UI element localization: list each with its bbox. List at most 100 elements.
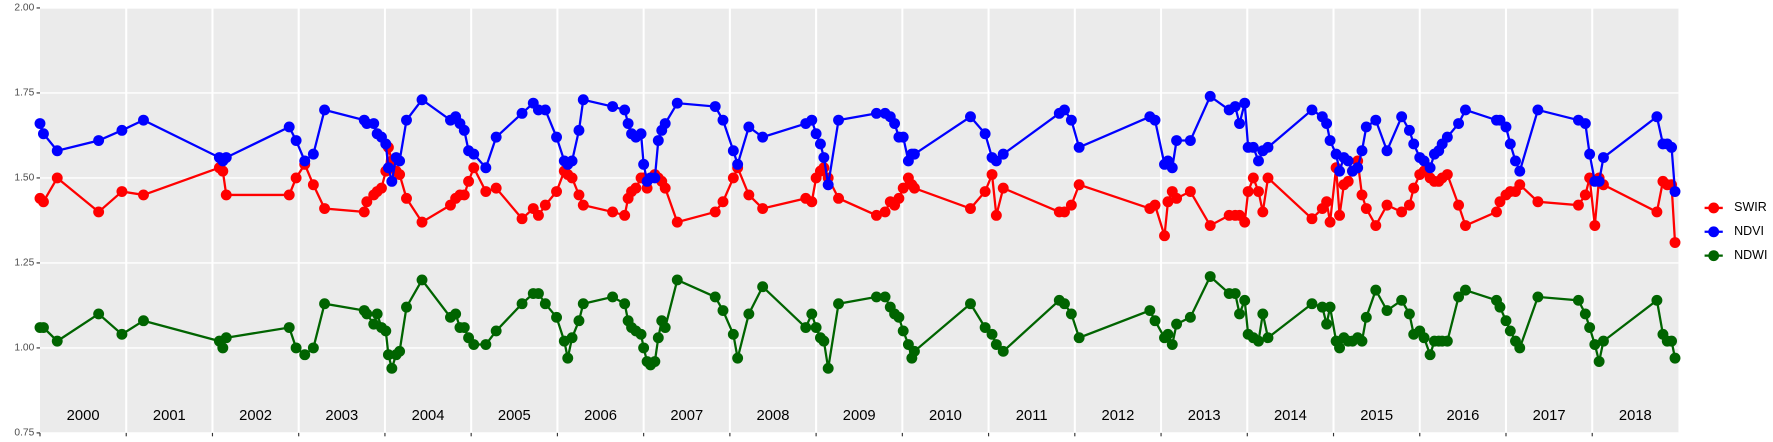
point	[319, 203, 331, 214]
point	[468, 148, 480, 160]
x-tick-label: 2018	[1619, 408, 1652, 424]
point	[649, 356, 661, 367]
point	[652, 332, 664, 344]
point	[358, 206, 370, 218]
point	[1651, 111, 1663, 123]
x-tick-label: 2006	[584, 408, 617, 424]
point	[1514, 179, 1526, 191]
point	[1321, 318, 1333, 330]
point	[630, 182, 642, 194]
point	[1334, 342, 1346, 354]
point	[217, 165, 229, 177]
x-tick-label: 2016	[1446, 408, 1479, 424]
point	[671, 97, 683, 109]
x-tick-label: 2000	[67, 408, 100, 424]
point	[416, 94, 428, 106]
point	[401, 192, 412, 204]
point	[800, 322, 812, 333]
point	[806, 308, 818, 320]
point	[1234, 118, 1245, 129]
point	[319, 104, 331, 116]
point	[1065, 114, 1077, 126]
point	[539, 104, 551, 116]
point	[1408, 182, 1420, 194]
point	[727, 172, 739, 184]
point	[818, 152, 830, 163]
point	[1306, 298, 1318, 310]
point	[577, 199, 589, 211]
point	[1510, 155, 1521, 167]
point	[908, 182, 920, 194]
point	[138, 114, 149, 126]
legend-key	[1708, 226, 1720, 238]
point	[1184, 135, 1196, 146]
point	[1453, 291, 1465, 303]
point	[382, 349, 394, 361]
point	[386, 175, 398, 187]
point	[368, 118, 380, 129]
point	[217, 342, 229, 354]
point	[1651, 294, 1663, 306]
point	[371, 308, 383, 320]
point	[290, 172, 302, 184]
point	[871, 107, 882, 119]
point	[516, 298, 528, 310]
point	[1059, 298, 1070, 310]
point	[897, 131, 909, 143]
point	[566, 172, 578, 184]
point	[1234, 308, 1245, 320]
point	[810, 128, 822, 140]
point	[965, 111, 976, 123]
point	[757, 203, 769, 214]
point	[1500, 315, 1512, 327]
legend-label: NDVI	[1734, 224, 1764, 238]
point	[1253, 335, 1264, 347]
x-tick-label: 2007	[670, 408, 703, 424]
point	[893, 311, 905, 323]
point	[93, 135, 105, 146]
point	[1403, 124, 1415, 136]
point	[717, 114, 729, 126]
x-tick-label: 2009	[843, 408, 876, 424]
point	[394, 155, 406, 167]
point	[416, 274, 428, 286]
point	[458, 322, 470, 333]
point	[997, 182, 1009, 194]
point	[577, 298, 589, 310]
point	[1424, 162, 1436, 174]
point	[116, 186, 128, 197]
point	[380, 325, 392, 337]
point	[743, 121, 755, 133]
point	[1370, 220, 1382, 231]
point	[1239, 216, 1251, 228]
point	[638, 158, 650, 170]
point	[1500, 121, 1512, 133]
point	[1356, 189, 1368, 201]
panel	[39, 7, 1679, 433]
point	[1171, 192, 1183, 204]
point	[450, 308, 462, 320]
point	[635, 328, 647, 340]
x-tick-label: 2003	[325, 408, 358, 424]
point	[1316, 301, 1328, 313]
point	[1460, 104, 1471, 116]
point	[979, 186, 991, 197]
point	[879, 206, 891, 218]
point	[116, 124, 128, 136]
point	[34, 118, 46, 129]
point	[1159, 230, 1170, 242]
point	[986, 328, 998, 340]
point	[394, 169, 406, 180]
point	[990, 155, 1002, 167]
point	[635, 128, 647, 140]
point	[468, 162, 480, 174]
point	[965, 203, 976, 214]
point	[1204, 271, 1216, 282]
point	[997, 148, 1009, 160]
point	[1441, 131, 1453, 143]
point	[1306, 104, 1318, 116]
point	[573, 189, 585, 201]
point	[1257, 308, 1269, 320]
point	[51, 335, 63, 347]
